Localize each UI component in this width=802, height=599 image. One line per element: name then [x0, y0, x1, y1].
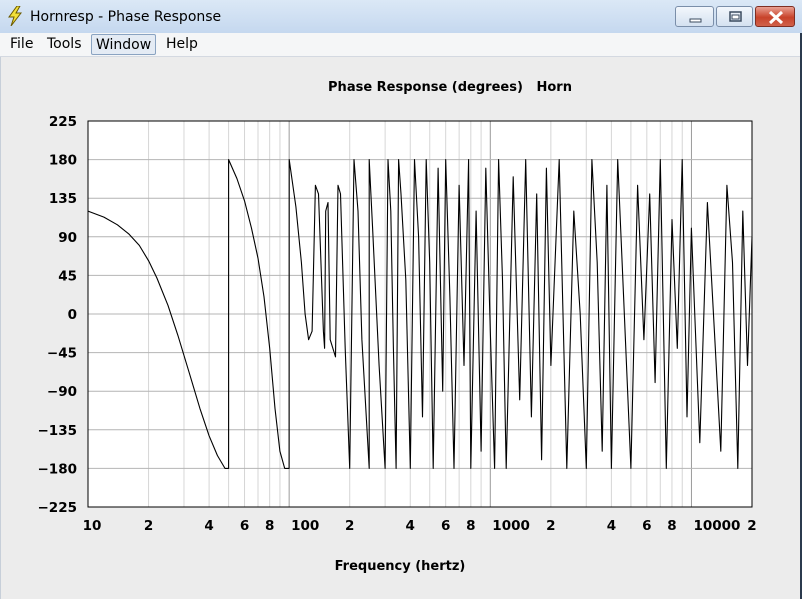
chart-title: Phase Response (degrees) Horn: [0, 80, 800, 95]
x-tick-label: 2: [345, 518, 354, 534]
x-tick-label: 8: [667, 518, 676, 534]
y-tick-label: 225: [49, 114, 77, 130]
minimize-button[interactable]: [675, 6, 714, 27]
x-tick-label: 4: [607, 518, 616, 534]
minimize-icon: [689, 18, 702, 23]
x-tick-label: 1000: [492, 518, 530, 534]
x-tick-label: 6: [441, 518, 450, 534]
x-tick-label: 10: [83, 518, 102, 534]
y-tick-label: −90: [47, 384, 77, 400]
menu-tools[interactable]: Tools: [47, 36, 82, 52]
menu-file[interactable]: File: [10, 36, 34, 52]
x-tick-label: 2: [546, 518, 555, 534]
y-tick-label: 45: [58, 268, 77, 284]
y-tick-labels: 225 180 135 90 45 0 −45 −90 −135 −180 −225: [38, 114, 78, 516]
x-tick-label: 6: [642, 518, 651, 534]
x-tick-label: 6: [240, 518, 249, 534]
window-edge: [800, 33, 802, 599]
phase-series-line: [87, 159, 753, 469]
maximize-button[interactable]: [716, 6, 753, 27]
y-tick-label: 180: [49, 153, 77, 169]
maximize-icon: [729, 11, 742, 22]
window-title: Hornresp - Phase Response: [30, 9, 222, 25]
y-tick-label: −135: [38, 423, 78, 439]
close-button[interactable]: [755, 6, 795, 27]
close-icon: [768, 10, 784, 25]
y-tick-label: 90: [58, 230, 77, 246]
x-tick-label: 4: [406, 518, 415, 534]
series-group: [87, 159, 753, 469]
menu-bar: File Tools Window Help: [0, 33, 802, 57]
x-axis-title-text: Frequency (hertz): [334, 559, 466, 574]
x-tick-label: 2: [144, 518, 153, 534]
x-tick-label: 8: [466, 518, 475, 534]
y-tick-label: 0: [68, 307, 77, 323]
x-tick-label: 4: [204, 518, 213, 534]
x-tick-label: 100: [291, 518, 319, 534]
x-tick-label: 10000: [693, 518, 740, 534]
x-tick-label: 2: [747, 518, 756, 534]
x-axis-title: Frequency (hertz): [0, 559, 800, 574]
y-tick-label: 135: [49, 191, 77, 207]
menu-help[interactable]: Help: [166, 36, 198, 52]
chart-title-text: Phase Response (degrees) Horn: [328, 80, 572, 95]
lightning-bolt-icon: [8, 6, 23, 26]
plot-frame: [87, 120, 753, 508]
x-tick-labels: 10 2 4 6 8 100 2 4 6 8 1000 2 4 6 8 10000 2: [83, 518, 757, 534]
y-tick-label: −45: [47, 346, 77, 362]
y-tick-label: −225: [38, 500, 78, 516]
title-bar: Hornresp - Phase Response: [0, 0, 802, 34]
x-tick-label: 8: [265, 518, 274, 534]
y-tick-label: −180: [38, 461, 78, 477]
menu-window[interactable]: Window: [91, 34, 157, 55]
